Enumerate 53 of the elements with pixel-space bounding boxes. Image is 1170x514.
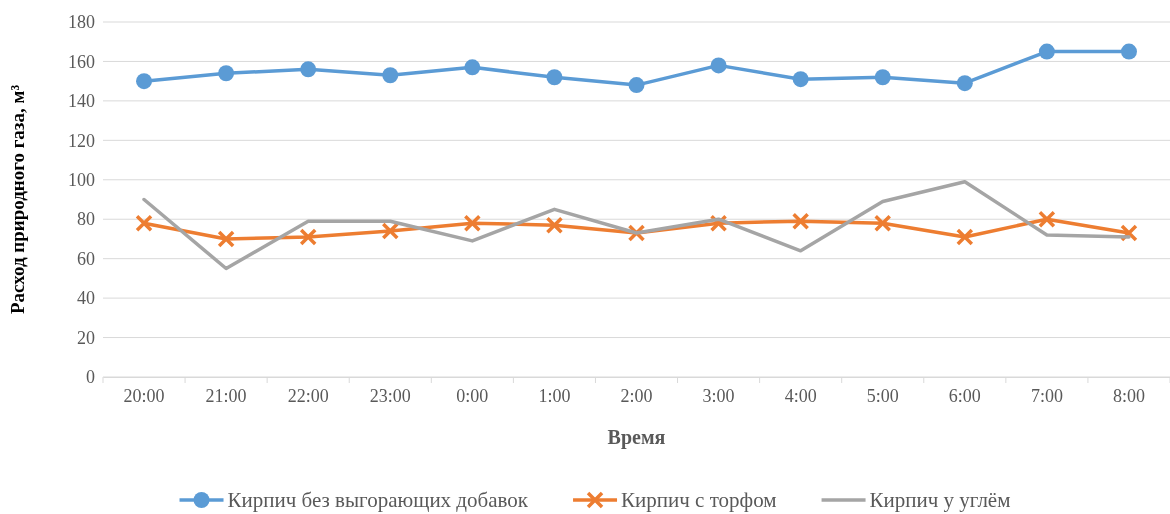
x-tick-label: 6:00 xyxy=(948,385,981,406)
point xyxy=(1120,224,1138,242)
point xyxy=(135,214,153,232)
x-tick-label: 5:00 xyxy=(866,385,899,406)
y-tick-label: 40 xyxy=(77,288,95,309)
legend-label: Кирпич с торфом xyxy=(621,488,777,512)
x-tick-label: 21:00 xyxy=(205,385,247,406)
x-tick-label: 0:00 xyxy=(456,385,489,406)
x-tick-label: 8:00 xyxy=(1112,385,1145,406)
x-tick-label: 7:00 xyxy=(1030,385,1063,406)
point xyxy=(299,228,317,246)
point xyxy=(464,59,481,76)
point xyxy=(874,69,891,86)
point xyxy=(382,67,399,84)
point xyxy=(1120,43,1137,60)
x-tick-label: 4:00 xyxy=(784,385,817,406)
point xyxy=(792,71,809,88)
y-tick-label: 60 xyxy=(77,248,95,269)
point xyxy=(1038,210,1056,228)
point xyxy=(873,214,892,232)
line-series xyxy=(142,180,1131,271)
point xyxy=(381,222,400,240)
point xyxy=(1038,43,1055,60)
y-tick-label: 80 xyxy=(77,209,95,230)
point xyxy=(218,65,235,82)
point xyxy=(956,75,973,92)
point xyxy=(545,216,564,234)
legend-label: Кирпич у углём xyxy=(869,488,1011,512)
x-tick-label: 3:00 xyxy=(702,385,735,406)
x-tick-label: 1:00 xyxy=(538,385,571,406)
point xyxy=(136,73,153,90)
point xyxy=(791,212,810,230)
legend-label: Кирпич без выгорающих добавок xyxy=(227,488,529,512)
point xyxy=(710,57,727,74)
x-tick-label: 22:00 xyxy=(287,385,329,406)
point xyxy=(956,228,974,246)
y-axis-title: Расход природного газа, м³ xyxy=(7,84,28,315)
x-tick-label: 20:00 xyxy=(123,385,165,406)
y-tick-label: 20 xyxy=(77,327,95,348)
point xyxy=(546,69,563,86)
point xyxy=(217,230,235,248)
y-tick-label: 140 xyxy=(68,91,95,112)
y-tick-label: 0 xyxy=(86,367,95,388)
point xyxy=(300,61,317,78)
x-tick-label: 23:00 xyxy=(369,385,411,406)
x-axis-title: Время xyxy=(607,426,666,449)
y-tick-label: 180 xyxy=(68,12,95,33)
point xyxy=(463,214,482,232)
x-tick-label: 2:00 xyxy=(620,385,653,406)
y-tick-label: 120 xyxy=(68,130,95,151)
y-tick-label: 100 xyxy=(68,170,95,191)
point xyxy=(628,77,645,94)
y-tick-label: 160 xyxy=(68,51,95,72)
